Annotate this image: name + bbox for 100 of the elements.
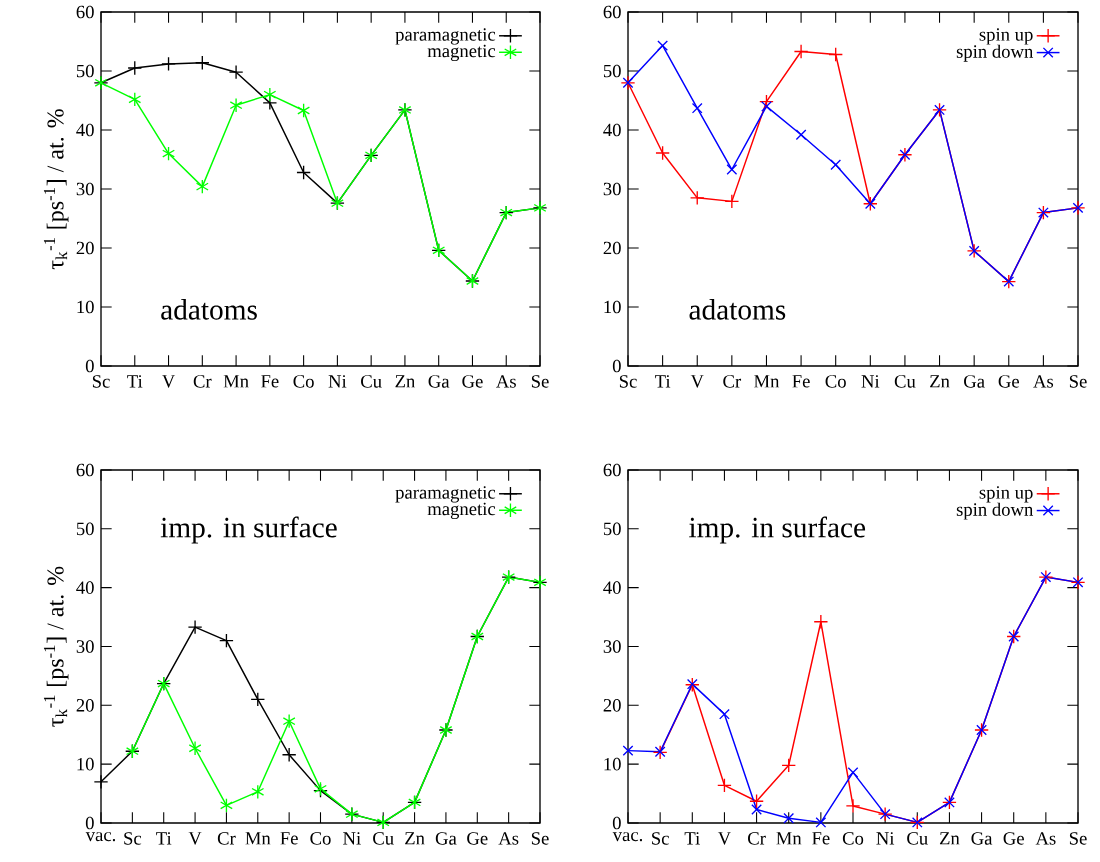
x-tick-label: As <box>1035 832 1056 845</box>
x-tick-label: Zn <box>405 832 425 845</box>
point <box>296 165 311 180</box>
legend-label: spin down <box>956 502 1034 520</box>
x-tick-label: Fe <box>812 832 830 845</box>
point <box>761 101 772 112</box>
x-tick-label: Mn <box>223 375 249 388</box>
x-tick-label: Ge <box>1003 832 1024 845</box>
point <box>250 692 266 707</box>
x-tick-label: Se <box>531 832 549 845</box>
x-tick-label: Cr <box>193 375 212 388</box>
y-tick-label: 20 <box>76 241 94 255</box>
point <box>781 757 797 773</box>
y-tick-label: 30 <box>603 182 621 196</box>
y-tick-label: 30 <box>603 640 621 653</box>
point <box>655 145 670 161</box>
y-tick-label: 20 <box>603 241 621 255</box>
y-tick-label: 10 <box>77 300 94 314</box>
point <box>219 798 233 813</box>
x-tick-label: Ge <box>998 375 1019 388</box>
legend-label: magnetic <box>427 502 496 520</box>
point <box>689 190 705 206</box>
y-tick-label: 0 <box>612 359 621 373</box>
annotation: adatoms <box>161 299 257 320</box>
x-tick-label: Fe <box>261 375 279 388</box>
point <box>162 146 175 161</box>
point <box>297 103 311 118</box>
x-tick-label: Cu <box>907 832 928 845</box>
x-tick-label: As <box>496 375 516 388</box>
point <box>783 812 795 824</box>
x-tick-label: Sc <box>619 375 637 388</box>
point <box>795 129 807 141</box>
x-tick-label: Se <box>531 375 549 388</box>
x-tick-label: Ge <box>462 375 483 388</box>
point <box>830 159 842 171</box>
point <box>717 778 732 793</box>
y-tick-label: 50 <box>76 64 94 78</box>
x-tick-label: Co <box>310 832 331 845</box>
x-tick-label: Ga <box>964 375 985 388</box>
legend-label: paramagnetic <box>395 28 496 45</box>
x-tick-label: Mn <box>754 375 780 388</box>
x-tick-label: Fe <box>792 375 810 388</box>
x-tick-label: Cr <box>217 832 236 845</box>
x-tick-label: Ni <box>343 832 361 845</box>
y-tick-label: 10 <box>77 757 94 771</box>
legend-label: paramagnetic <box>395 486 496 503</box>
legend-label: spin up <box>979 28 1033 45</box>
y-tick-label: 60 <box>603 5 621 19</box>
annotation: imp. in surface <box>160 516 337 544</box>
x-tick-label: Ni <box>876 832 895 845</box>
x-tick-label: Ni <box>861 375 880 388</box>
x-tick-label: Zn <box>395 375 416 388</box>
x-tick-label: Ga <box>435 832 457 845</box>
point <box>691 102 703 114</box>
x-tick-label: Se <box>1069 375 1087 388</box>
x-tick-label: V <box>188 832 202 845</box>
x-tick-label: Cu <box>373 832 394 845</box>
point <box>828 47 844 62</box>
point <box>282 713 296 729</box>
annotation: imp. in surface <box>689 516 866 544</box>
legend-label: magnetic <box>427 44 496 62</box>
point <box>726 164 738 175</box>
x-tick-label: Cu <box>361 375 382 388</box>
point <box>759 94 774 110</box>
point <box>719 708 730 720</box>
y-tick-label: 0 <box>85 816 94 830</box>
point <box>219 633 234 648</box>
x-tick-label: Co <box>825 375 846 388</box>
x-tick-label: Ti <box>127 375 143 388</box>
y-tick-label: 50 <box>76 522 94 536</box>
legend-label: spin up <box>979 486 1033 503</box>
x-tick-label: V <box>717 832 731 845</box>
point <box>229 97 243 113</box>
y-tick-label: 60 <box>603 463 621 477</box>
x-tick-label: vac. <box>612 832 643 842</box>
point <box>263 87 277 102</box>
point <box>845 798 861 814</box>
y-tick-label: 20 <box>603 699 621 712</box>
x-tick-label: As <box>498 832 519 845</box>
y-tick-label: 60 <box>76 463 94 477</box>
point <box>228 64 244 80</box>
x-tick-label: Fe <box>280 832 298 845</box>
x-tick-label: Ti <box>684 832 700 845</box>
point <box>813 614 829 630</box>
y-tick-label: 40 <box>603 123 621 137</box>
x-tick-label: Sc <box>652 832 669 845</box>
x-tick-label: Cr <box>748 832 766 845</box>
point <box>93 774 109 790</box>
x-tick-label: Sc <box>92 375 110 388</box>
y-tick-label: 0 <box>612 816 621 830</box>
point <box>161 56 176 72</box>
x-tick-label: Ga <box>971 832 993 845</box>
y-tick-label: 50 <box>603 64 621 78</box>
x-tick-label: V <box>690 375 704 388</box>
point <box>793 44 809 59</box>
x-tick-label: Co <box>293 375 314 388</box>
x-tick-label: Zn <box>939 832 960 845</box>
point <box>127 60 143 76</box>
x-tick-label: Ni <box>328 375 347 388</box>
y-tick-label: 40 <box>76 123 94 137</box>
